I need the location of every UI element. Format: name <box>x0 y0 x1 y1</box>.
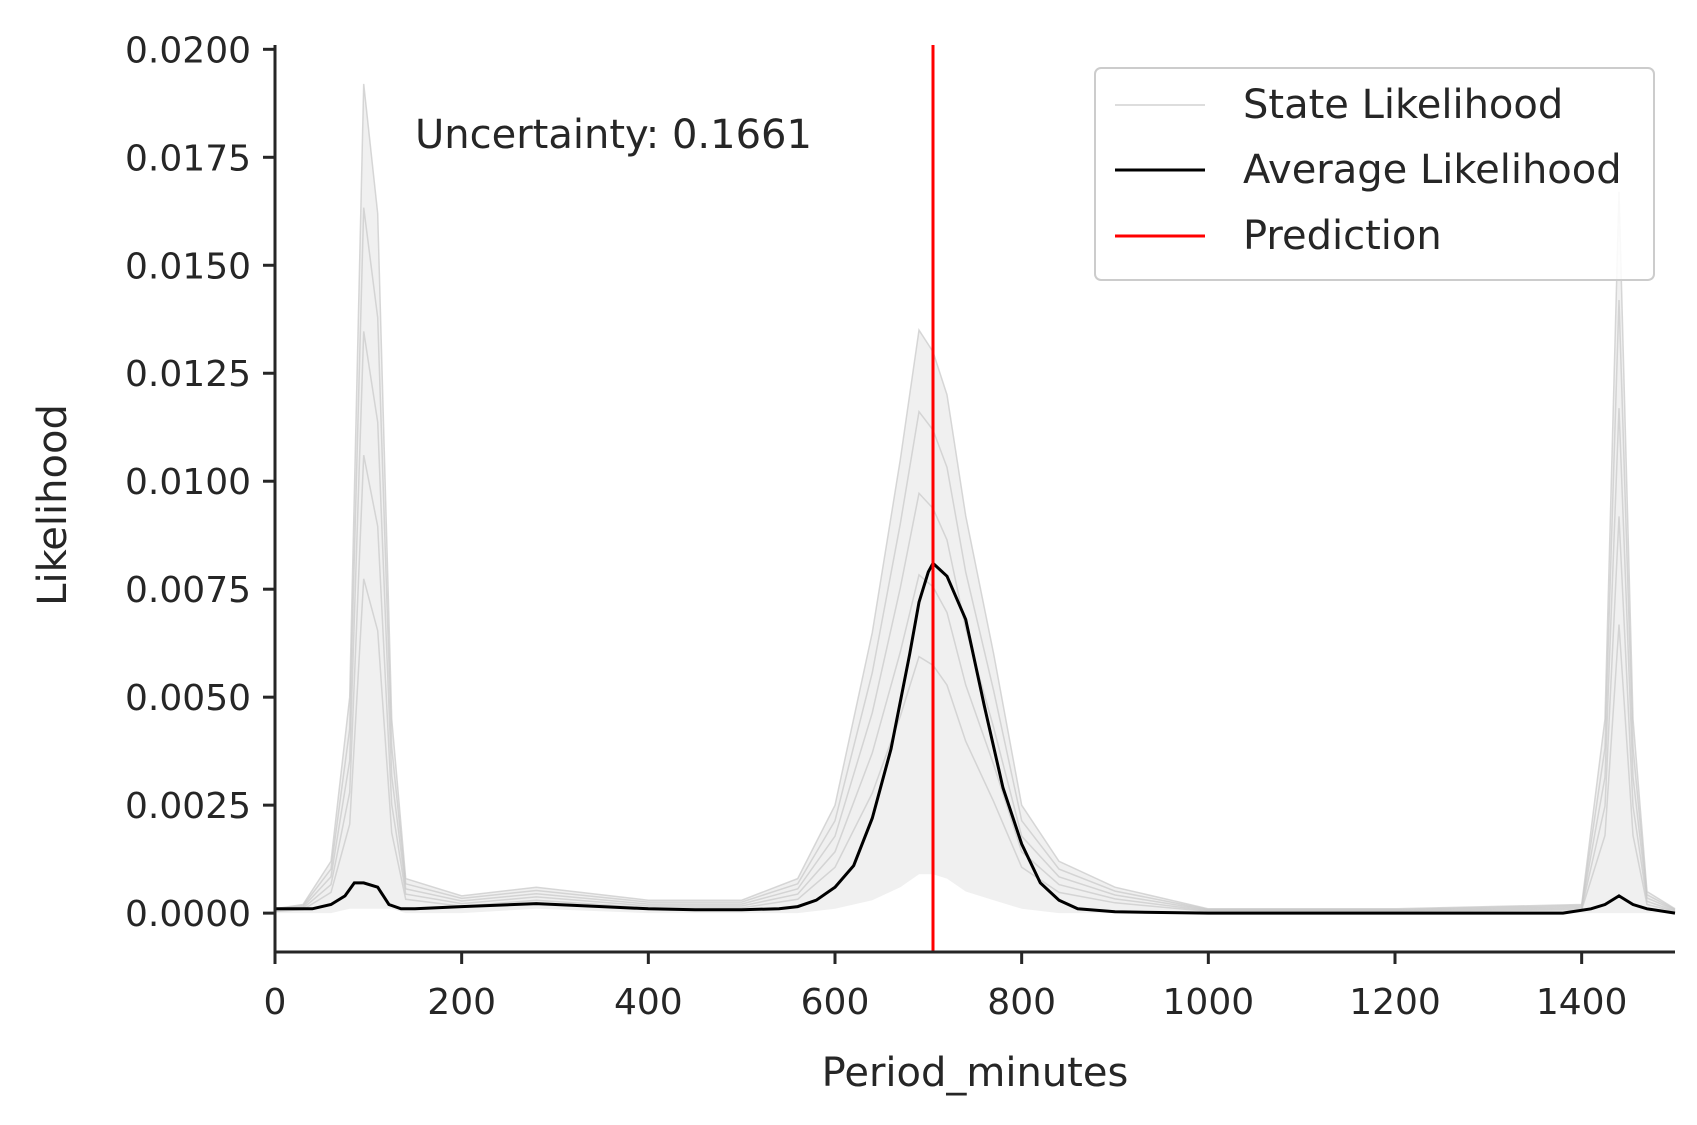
state-likelihood-envelope <box>275 83 1675 914</box>
state-likelihood-line <box>274 454 1676 912</box>
y-tick-label: 0.0000 <box>125 894 251 935</box>
y-axis-label: Likelihood <box>30 404 76 606</box>
y-tick-label: 0.0050 <box>125 678 251 719</box>
x-tick-label: 600 <box>801 982 870 1023</box>
state-likelihood-line <box>274 331 1676 911</box>
state-likelihood-lines <box>274 83 1676 913</box>
legend: State Likelihood Average Likelihood Pred… <box>1094 67 1655 281</box>
y-tick-label: 0.0125 <box>125 354 251 395</box>
legend-frame <box>1094 67 1655 281</box>
x-axis-ticks: 0 200 400 600 800 1000 1200 1400 <box>264 952 1628 1023</box>
y-tick-label: 0.0175 <box>125 138 251 179</box>
x-tick-label: 200 <box>427 982 496 1023</box>
average-likelihood-line <box>275 560 1676 915</box>
y-tick-label: 0.0025 <box>125 786 251 827</box>
legend-label-prediction: Prediction <box>1243 213 1442 259</box>
y-tick-label: 0.0200 <box>125 30 251 71</box>
y-axis-ticks: 0.0000 0.0025 0.0050 0.0075 0.0100 0.0125 0.01… <box>125 30 275 935</box>
state-likelihood-line <box>274 83 1676 910</box>
state-likelihood-band <box>275 83 1675 914</box>
x-tick-label: 1200 <box>1349 982 1441 1023</box>
state-likelihood-line <box>274 578 1676 913</box>
y-tick-label: 0.0100 <box>125 462 251 503</box>
y-tick-label: 0.0075 <box>125 570 251 611</box>
uncertainty-annotation: Uncertainty: 0.1661 <box>415 112 812 158</box>
x-tick-label: 400 <box>614 982 683 1023</box>
legend-label-state: State Likelihood <box>1243 82 1563 128</box>
x-axis-label: Period_minutes <box>822 1050 1129 1096</box>
x-tick-label: 1000 <box>1163 982 1255 1023</box>
x-tick-label: 800 <box>987 982 1056 1023</box>
x-tick-label: 1400 <box>1536 982 1628 1023</box>
x-tick-label: 0 <box>264 982 287 1023</box>
legend-label-average: Average Likelihood <box>1243 147 1622 193</box>
y-tick-label: 0.0150 <box>125 246 251 287</box>
state-likelihood-line <box>274 207 1676 911</box>
